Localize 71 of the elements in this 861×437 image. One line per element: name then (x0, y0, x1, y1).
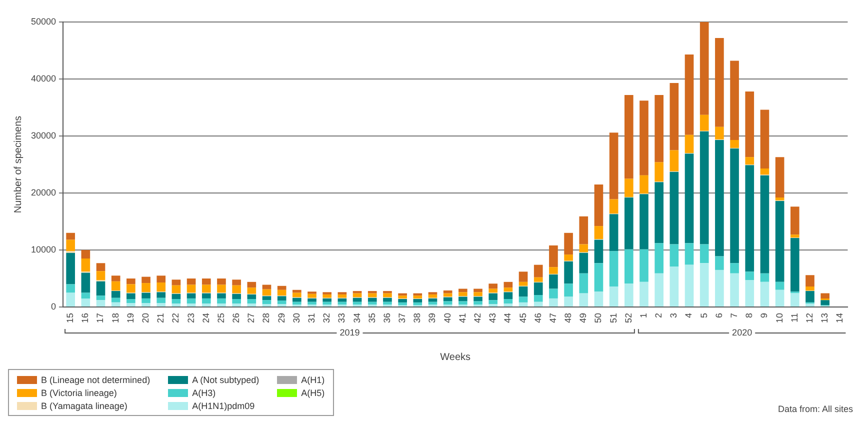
x-tick-label: 23 (186, 312, 196, 324)
x-tick-label: 6 (714, 312, 724, 318)
x-tick-label: 12 (804, 312, 814, 324)
text: 2020 (732, 327, 752, 338)
legend-label: B (Yamagata lineage) (41, 400, 128, 410)
x-tick-label: 42 (472, 312, 482, 324)
x-tick-label: 3 (668, 312, 679, 318)
x-tick-label: 25 (216, 312, 226, 324)
text: Data from: All sites (778, 404, 853, 414)
x-tick-label: 20 (140, 312, 151, 324)
x-tick-label: 27 (246, 312, 256, 324)
x-tick-label: 46 (532, 312, 543, 324)
x-tick-label: 39 (427, 312, 438, 324)
x-tick-label: 49 (578, 312, 588, 324)
legend-label: A (Not subtyped) (192, 374, 260, 384)
x-tick-label: 4 (684, 312, 694, 318)
x-tick-label: 28 (261, 312, 272, 324)
y-tick-label: 40000 (30, 73, 56, 84)
x-tick-label: 5 (698, 312, 709, 318)
x-tick-label: 18 (110, 312, 120, 324)
y-tick-label: 50000 (30, 16, 56, 26)
x-tick-label: 24 (200, 312, 211, 324)
x-tick-label: 47 (548, 312, 558, 324)
x-tick-label: 13 (820, 312, 830, 324)
y-tick-label: 20000 (30, 187, 56, 198)
y-axis-title: Number of specimens (12, 116, 24, 214)
x-tick-label: 10 (774, 312, 784, 324)
x-tick-label: 44 (502, 312, 513, 324)
x-axis-title: Weeks (440, 352, 471, 363)
x-tick-label: 16 (80, 312, 90, 324)
legend-label: A(H3) (192, 388, 216, 398)
legend-label: B (Victoria lineage) (41, 388, 117, 398)
x-tick-label: 51 (608, 312, 618, 324)
x-tick-label: 30 (291, 312, 302, 324)
x-tick-label: 48 (563, 312, 574, 324)
legend-label: B (Lineage not determined) (41, 374, 150, 384)
y-tick-label: 10000 (30, 244, 56, 254)
x-tick-label: 50 (593, 312, 604, 324)
x-tick-label: 19 (125, 312, 136, 324)
x-tick-label: 1 (638, 312, 648, 318)
x-tick-label: 37 (397, 312, 408, 324)
x-tick-label: 21 (156, 312, 166, 324)
x-tick-label: 8 (744, 312, 754, 318)
x-tick-label: 22 (170, 312, 181, 324)
x-tick-label: 11 (789, 312, 800, 322)
x-tick-label: 35 (366, 312, 377, 324)
x-tick-label: 15 (65, 312, 76, 324)
x-tick-label: 7 (729, 312, 740, 318)
x-tick-label: 41 (457, 312, 468, 324)
x-tick-label: 40 (442, 312, 452, 324)
legend-label: A(H5) (301, 388, 325, 398)
x-tick-label: 2 (654, 312, 664, 318)
x-tick-label: 38 (412, 312, 422, 324)
y-tick-label: 30000 (30, 130, 56, 140)
x-tick-label: 36 (382, 312, 392, 324)
x-tick-label: 26 (231, 312, 242, 324)
x-tick-label: 45 (518, 312, 528, 324)
x-tick-label: 32 (322, 312, 332, 324)
x-tick-label: 9 (759, 312, 770, 318)
text: 2019 (340, 327, 360, 338)
x-tick-label: 52 (623, 312, 634, 324)
x-tick-label: 31 (306, 312, 316, 324)
x-tick-label: 17 (95, 312, 106, 324)
legend-label: A(H1N1)pdm09 (192, 400, 255, 410)
y-tick-label: 0 (51, 301, 56, 312)
legend-label: A(H1) (301, 374, 325, 384)
x-tick-label: 29 (276, 312, 286, 324)
x-tick-label: 33 (336, 312, 347, 324)
x-tick-label: 43 (488, 312, 498, 324)
x-tick-label: 14 (834, 312, 845, 324)
x-tick-label: 34 (352, 312, 362, 324)
